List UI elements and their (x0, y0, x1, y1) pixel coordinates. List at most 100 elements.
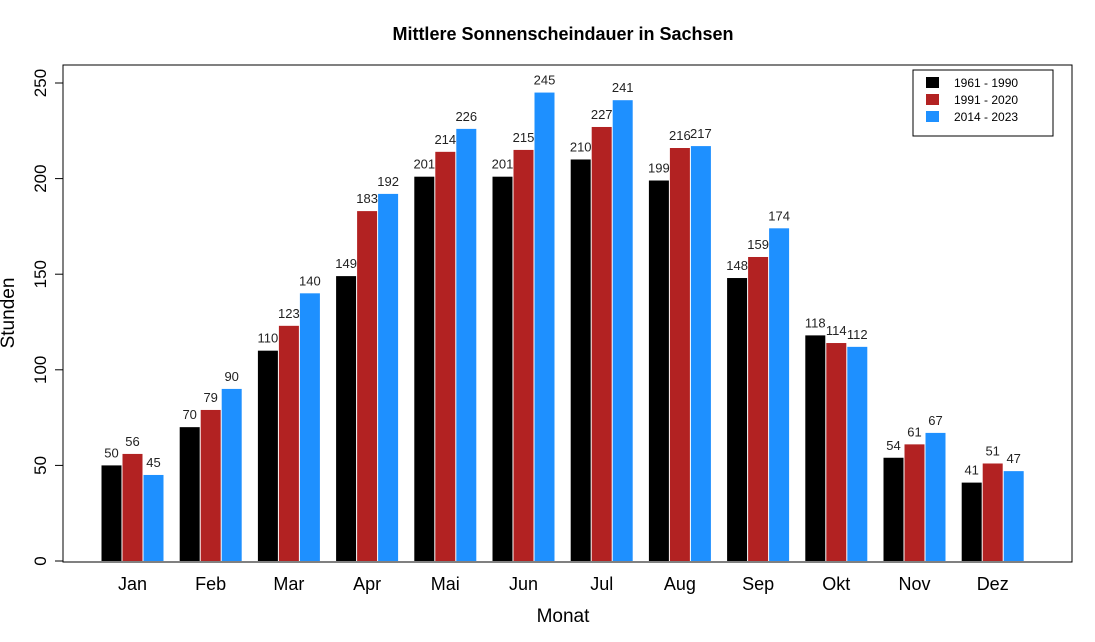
y-axis-title: Stunden (0, 278, 19, 349)
x-tick-label-sep: Sep (742, 574, 774, 594)
bar-jul-series-3 (612, 100, 633, 561)
bar-mar-series-2 (278, 325, 299, 561)
bar-value-label: 183 (356, 191, 378, 206)
bar-sep-series-1 (727, 278, 748, 561)
bar-value-label: 47 (1006, 451, 1020, 466)
bar-value-label: 192 (377, 174, 399, 189)
bar-value-label: 159 (747, 237, 769, 252)
legend-swatch-2 (926, 94, 939, 105)
bar-aug-series-2 (669, 148, 690, 561)
bar-value-label: 217 (690, 126, 712, 141)
bar-okt-series-2 (826, 343, 847, 561)
bar-value-label: 114 (826, 323, 847, 338)
bar-value-label: 140 (299, 273, 321, 288)
bar-jun-series-1 (492, 176, 513, 562)
bar-feb-series-1 (179, 427, 200, 561)
bar-feb-series-3 (221, 388, 242, 561)
bar-value-label: 201 (413, 157, 435, 172)
legend: 1961 - 1990 1991 - 2020 2014 - 2023 (912, 69, 1054, 137)
bar-jul-series-1 (570, 159, 591, 562)
x-tick-label-dez: Dez (977, 574, 1009, 594)
bar-nov-series-1 (883, 457, 904, 561)
bars-group (101, 92, 1024, 562)
y-tick-label: 50 (31, 456, 50, 475)
x-tick-label-mai: Mai (431, 574, 460, 594)
bar-value-label: 210 (570, 139, 592, 154)
bar-feb-series-2 (200, 409, 221, 561)
bar-mar-series-3 (299, 293, 320, 561)
y-axis: 0 50 100 150 200 250 (31, 69, 64, 566)
bar-value-label: 216 (669, 128, 691, 143)
bar-value-label: 51 (985, 443, 999, 458)
x-axis-title: Monat (537, 606, 591, 627)
x-tick-label-jun: Jun (509, 574, 538, 594)
bar-mai-series-3 (456, 128, 477, 561)
bar-value-label: 118 (805, 315, 826, 330)
chart-title: Mittlere Sonnenscheindauer in Sachsen (392, 24, 733, 44)
bar-value-label: 70 (182, 407, 196, 422)
bar-value-label: 227 (591, 107, 613, 122)
bar-value-label: 174 (768, 208, 790, 223)
bar-value-label: 79 (203, 390, 217, 405)
bar-apr-series-2 (357, 211, 378, 561)
legend-swatch-1 (926, 77, 939, 88)
bar-value-label: 41 (964, 463, 978, 478)
bar-value-label: 90 (224, 369, 238, 384)
x-tick-label-jul: Jul (590, 574, 613, 594)
legend-swatch-3 (926, 111, 939, 122)
bar-sep-series-3 (769, 228, 790, 561)
legend-label-2: 1991 - 2020 (954, 93, 1018, 107)
y-tick-label: 100 (31, 356, 50, 384)
bar-value-label: 226 (455, 109, 477, 124)
bar-nov-series-3 (925, 432, 946, 561)
bar-value-label: 67 (928, 413, 942, 428)
bar-jan-series-2 (122, 453, 143, 561)
legend-label-3: 2014 - 2023 (954, 110, 1018, 124)
bar-jun-series-3 (534, 92, 555, 561)
x-tick-label-nov: Nov (898, 574, 930, 594)
bar-value-label: 123 (278, 306, 300, 321)
x-tick-label-mar: Mar (273, 574, 304, 594)
bar-value-label: 54 (886, 438, 900, 453)
bar-mai-series-1 (414, 176, 435, 562)
bar-okt-series-1 (805, 335, 826, 561)
bar-jan-series-3 (143, 474, 164, 561)
bar-okt-series-3 (847, 346, 868, 561)
bar-apr-series-3 (378, 193, 399, 561)
x-tick-label-okt: Okt (822, 574, 850, 594)
bar-mai-series-2 (435, 151, 456, 561)
y-tick-label: 250 (31, 69, 50, 97)
bar-dez-series-1 (961, 482, 982, 561)
bar-value-label: 56 (125, 434, 139, 449)
bar-aug-series-1 (648, 180, 669, 561)
bar-jan-series-1 (101, 465, 122, 561)
bar-value-label: 61 (907, 424, 921, 439)
bar-nov-series-2 (904, 444, 925, 561)
bar-value-label: 241 (612, 80, 634, 95)
bar-aug-series-3 (690, 146, 711, 561)
x-axis: Jan Feb Mar Apr Mai Jun Jul Aug Sep Okt Nov Dez (118, 574, 1009, 594)
x-tick-label-apr: Apr (353, 574, 381, 594)
bar-apr-series-1 (336, 276, 357, 561)
bar-value-label: 149 (335, 256, 357, 271)
bar-value-label: 201 (492, 157, 514, 172)
bar-dez-series-3 (1003, 471, 1024, 561)
y-tick-label: 200 (31, 164, 50, 192)
bar-jun-series-2 (513, 149, 534, 562)
bar-jul-series-2 (591, 126, 612, 561)
bar-value-label: 45 (146, 455, 160, 470)
x-tick-label-aug: Aug (664, 574, 696, 594)
bar-value-label: 215 (513, 130, 535, 145)
x-tick-label-jan: Jan (118, 574, 147, 594)
bar-value-label: 148 (726, 258, 748, 273)
bar-dez-series-2 (982, 463, 1003, 561)
bar-mar-series-1 (257, 350, 278, 561)
bar-value-label: 214 (434, 132, 456, 147)
bar-value-label: 199 (648, 161, 670, 176)
bar-sep-series-2 (748, 256, 769, 561)
bar-value-label: 50 (104, 445, 118, 460)
bar-value-label: 112 (847, 327, 868, 342)
bar-labels-group: 50 56 45 70 79 90 110 123 140 149 183 192 201 214 226 2… (104, 73, 1021, 478)
bar-value-label: 110 (258, 331, 279, 346)
